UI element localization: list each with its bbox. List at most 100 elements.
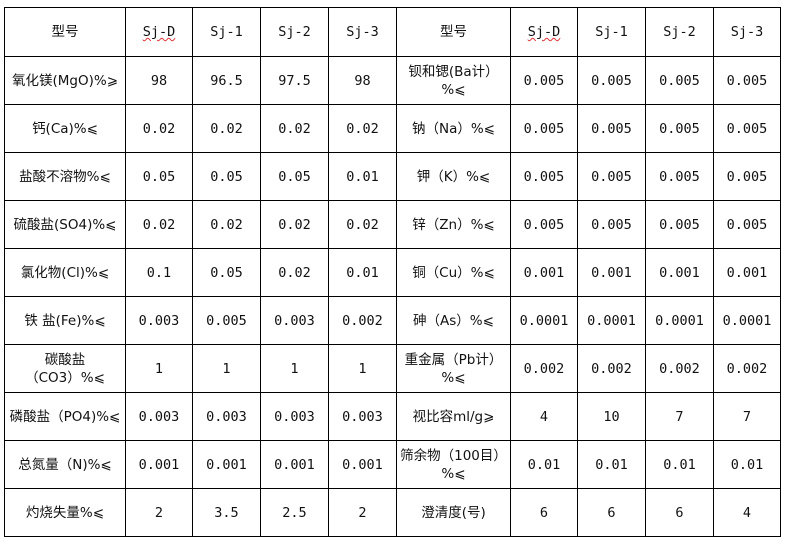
value-cell: 4 [713,488,781,537]
value-cell: 0.01 [713,440,781,489]
header-model: Sj-D [510,7,578,57]
value-cell: 0.005 [510,56,578,105]
value-cell: 7 [713,392,781,441]
value-cell: 3.5 [192,488,261,537]
value-cell: 4 [510,392,578,441]
value-cell: 0.005 [510,104,578,153]
value-cell: 1 [125,344,193,393]
row-label-left: 氯化物(Cl)%⩽ [4,248,126,297]
value-cell: 0.003 [192,392,261,441]
value-cell: 0.02 [328,200,397,249]
row-label-right: 铜（Cu）%⩽ [396,248,511,297]
value-cell: 0.005 [645,56,714,105]
value-cell: 0.001 [328,440,397,489]
value-cell: 0.005 [645,200,714,249]
value-cell: 98 [328,56,397,105]
value-cell: 0.05 [125,152,193,201]
value-cell: 6 [510,488,578,537]
row-label-right: 砷（As）%⩽ [396,296,511,345]
table-row: 氧化镁(MgO)%⩾ 98 96.5 97.5 98 钡和锶(Ba计）%⩽ 0.005 0.0… [4,56,781,105]
table-row: 碳酸盐（CO3）%⩽ 1 1 1 1 重金属（Pb计）%⩽ 0.002 0.002 0.002 0… [4,344,781,393]
table-row: 灼烧失量%⩽ 2 3.5 2.5 2 澄清度(号) 6 6 6 4 [4,488,781,537]
header-model-label: 型号 [396,7,511,57]
table-row: 磷酸盐（PO4)%⩽ 0.003 0.003 0.003 0.003 视比容ml/g⩾ 4 1… [4,392,781,441]
value-cell: 0.005 [713,104,781,153]
value-cell: 0.02 [260,104,329,153]
row-label-left: 硫酸盐(SO4)%⩽ [4,200,126,249]
value-cell: 0.005 [192,296,261,345]
row-label-left: 灼烧失量%⩽ [4,488,126,537]
value-cell: 7 [645,392,714,441]
value-cell: 2.5 [260,488,329,537]
table-row: 钙(Ca)%⩽ 0.02 0.02 0.02 0.02 钠（Na）%⩽ 0.005 0.005… [4,104,781,153]
row-label-right: 锌（Zn）%⩽ [396,200,511,249]
value-cell: 0.0001 [713,296,781,345]
value-cell: 0.02 [328,104,397,153]
value-cell: 10 [577,392,646,441]
row-label-left: 总氮量（N)%⩽ [4,440,126,489]
table-row: 铁 盐(Fe)%⩽ 0.003 0.005 0.003 0.002 砷（As）%⩽ 0.00… [4,296,781,345]
value-cell: 0.003 [328,392,397,441]
value-cell: 0.005 [577,56,646,105]
value-cell: 0.02 [125,200,193,249]
header-model: Sj-2 [260,7,329,57]
value-cell: 2 [328,488,397,537]
row-label-right: 钠（Na）%⩽ [396,104,511,153]
row-label-right: 重金属（Pb计）%⩽ [396,344,511,393]
value-cell: 0.05 [192,248,261,297]
value-cell: 0.002 [713,344,781,393]
value-cell: 0.001 [713,248,781,297]
value-cell: 0.005 [510,200,578,249]
row-label-left: 氧化镁(MgO)%⩾ [4,56,126,105]
value-cell: 0.01 [577,440,646,489]
table-row: 盐酸不溶物%⩽ 0.05 0.05 0.05 0.01 钾（K）%⩽ 0.005 0.005 0… [4,152,781,201]
row-label-left: 磷酸盐（PO4)%⩽ [4,392,126,441]
value-cell: 0.05 [260,152,329,201]
header-model-label: 型号 [4,7,126,57]
value-cell: 6 [577,488,646,537]
value-cell: 0.01 [328,248,397,297]
table-row: 氯化物(Cl)%⩽ 0.1 0.05 0.02 0.01 铜（Cu）%⩽ 0.001 0.00… [4,248,781,297]
row-label-right: 钾（K）%⩽ [396,152,511,201]
value-cell: 0.005 [577,152,646,201]
value-cell: 0.001 [192,440,261,489]
value-cell: 0.02 [260,200,329,249]
value-cell: 98 [125,56,193,105]
value-cell: 0.002 [328,296,397,345]
row-label-left: 盐酸不溶物%⩽ [4,152,126,201]
value-cell: 0.001 [125,440,193,489]
value-cell: 1 [260,344,329,393]
value-cell: 0.005 [645,104,714,153]
value-cell: 0.002 [510,344,578,393]
value-cell: 0.001 [510,248,578,297]
value-cell: 1 [328,344,397,393]
value-cell: 0.0001 [645,296,714,345]
value-cell: 96.5 [192,56,261,105]
header-row: 型号 Sj-D Sj-1 Sj-2 Sj-3 型号 Sj-D Sj-1 Sj-2… [4,7,781,57]
value-cell: 0.003 [125,392,193,441]
value-cell: 1 [192,344,261,393]
value-cell: 0.01 [645,440,714,489]
value-cell: 0.002 [645,344,714,393]
row-label-right: 筛余物（100目）%⩽ [396,440,511,489]
value-cell: 0.005 [577,104,646,153]
value-cell: 2 [125,488,193,537]
value-cell: 0.0001 [577,296,646,345]
table-row: 总氮量（N)%⩽ 0.001 0.001 0.001 0.001 筛余物（100目）%⩽ 0… [4,440,781,489]
value-cell: 97.5 [260,56,329,105]
value-cell: 0.005 [645,152,714,201]
header-model: Sj-1 [577,7,646,57]
value-cell: 0.0001 [510,296,578,345]
value-cell: 0.005 [713,200,781,249]
value-cell: 0.02 [125,104,193,153]
value-cell: 0.01 [510,440,578,489]
value-cell: 0.001 [577,248,646,297]
value-cell: 0.01 [328,152,397,201]
header-model: Sj-D [125,7,193,57]
value-cell: 0.02 [192,104,261,153]
header-model: Sj-2 [645,7,714,57]
table-row: 硫酸盐(SO4)%⩽ 0.02 0.02 0.02 0.02 锌（Zn）%⩽ 0.005 0.… [4,200,781,249]
header-model: Sj-3 [713,7,781,57]
value-cell: 0.02 [260,248,329,297]
header-model: Sj-3 [328,7,397,57]
